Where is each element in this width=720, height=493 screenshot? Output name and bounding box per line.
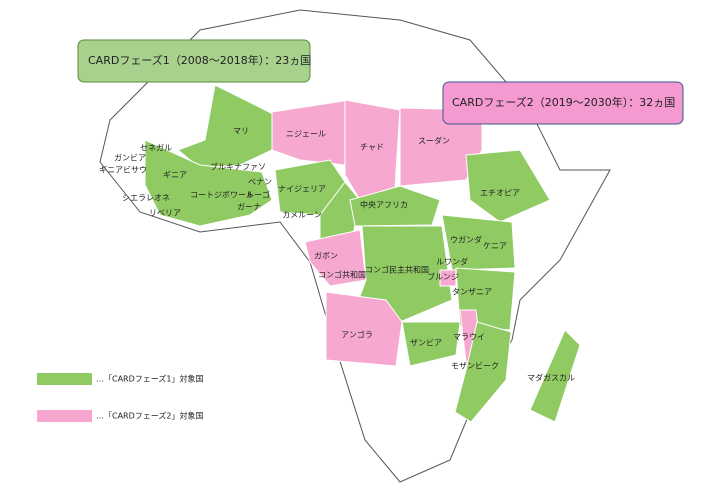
country-label: カメルーン (282, 211, 322, 220)
country-label: スーダン (418, 136, 450, 146)
country-label: ガンビア (114, 153, 146, 163)
country-label: ウガンダ (450, 235, 482, 245)
legend-label: …「CARDフェーズ1」対象国 (96, 374, 203, 384)
country-label: ガーナ (237, 202, 261, 212)
country-label: ニジェール (286, 130, 326, 139)
country-label: ベナン (248, 178, 272, 187)
country-label: セネガル (140, 143, 172, 153)
country-label: ザンビア (410, 339, 442, 348)
country-label: ギニア (163, 171, 187, 180)
callout-phase2: CARDフェーズ2（2019〜2030年）：32ヵ国 (452, 95, 675, 109)
legend-label: …「CARDフェーズ2」対象国 (96, 411, 203, 421)
country-label: ブルンジ (427, 272, 459, 282)
legend-swatch (37, 410, 92, 422)
country-label: マリ (233, 127, 249, 136)
country-label: タンザニア (452, 288, 492, 297)
legend-swatch (37, 373, 92, 385)
country-label: ナイジェリア (278, 185, 326, 194)
callout-phase1: CARDフェーズ1（2008〜2018年）：23ヵ国 (88, 53, 311, 67)
country-label: ルワンダ (436, 257, 468, 267)
country-label: モザンビーク (451, 362, 499, 371)
country-label: コンゴ共和国 (318, 270, 366, 280)
callout-phase2-box (442, 81, 684, 125)
country-label: トーゴ (246, 190, 270, 200)
country-label: シエラレオネ (122, 194, 170, 203)
country-label: エチオピア (480, 189, 520, 198)
country-label: コンゴ民主共和国 (365, 265, 429, 275)
country-label: ケニア (483, 242, 507, 251)
country-label: アンゴラ (341, 330, 373, 340)
country-label: マラウイ (453, 333, 485, 342)
country-label: マダガスカル (527, 373, 575, 383)
country-label: ガボン (314, 251, 338, 261)
country-shapes (144, 84, 581, 423)
country-label: ブルキナファソ (210, 162, 266, 172)
country-label: リベリア (149, 209, 181, 218)
callout-phase1-box (77, 39, 311, 83)
country-label: チャド (360, 143, 384, 152)
country-label: ギニアビサウ (99, 166, 147, 175)
country-label: コートジボワール (190, 191, 254, 200)
country-label: 中央アフリカ (360, 200, 408, 210)
